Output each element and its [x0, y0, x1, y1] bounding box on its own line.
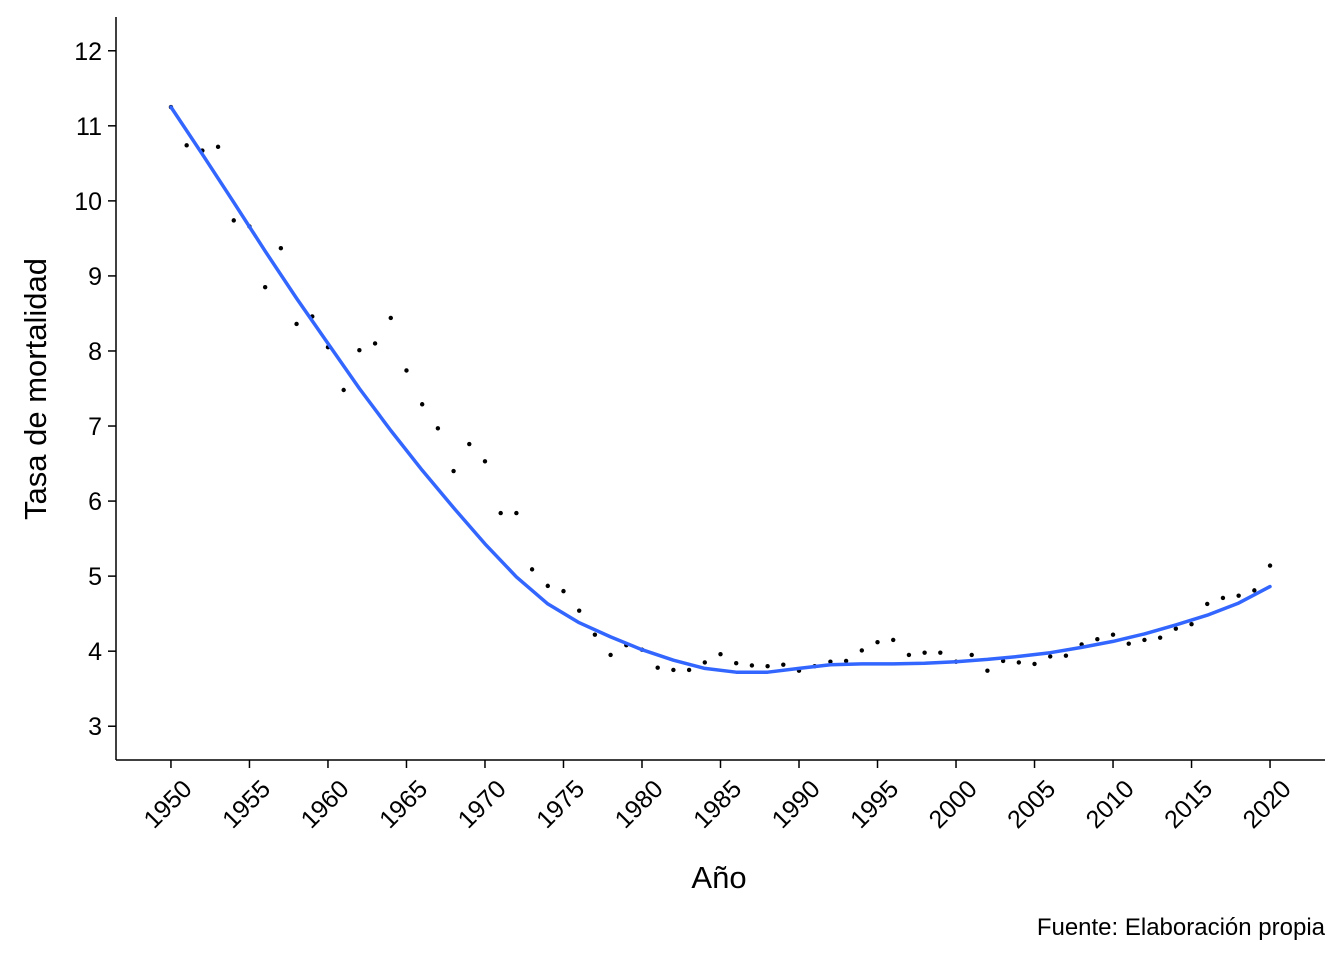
data-point: [498, 510, 503, 516]
data-point: [938, 650, 943, 655]
data-point: [278, 245, 284, 251]
data-point: [843, 658, 849, 664]
x-tick-label: 1980: [610, 775, 669, 834]
data-point: [262, 284, 268, 290]
data-point: [922, 650, 927, 655]
data-point: [576, 608, 582, 613]
x-tick-label: 2010: [1081, 775, 1140, 834]
data-point: [686, 667, 692, 673]
data-point: [1048, 654, 1053, 659]
x-tick-label: 1975: [531, 775, 590, 834]
data-point: [1173, 626, 1179, 631]
data-point: [891, 637, 896, 643]
data-point: [875, 639, 880, 645]
data-point: [969, 652, 974, 658]
x-tick-label: 1955: [217, 775, 276, 834]
data-point: [1267, 563, 1273, 568]
data-point: [1095, 636, 1100, 642]
data-point: [781, 662, 786, 667]
data-points: [168, 104, 1273, 673]
data-point: [1189, 621, 1194, 627]
data-point: [859, 648, 865, 653]
data-point: [372, 341, 378, 346]
y-tick-label: 9: [88, 263, 102, 291]
data-point: [184, 143, 189, 148]
y-tick-label: 11: [76, 113, 102, 141]
data-point: [514, 510, 519, 516]
x-tick-label: 2020: [1238, 775, 1297, 834]
data-point: [404, 368, 409, 373]
smooth-line-group: [169, 105, 1272, 674]
data-point: [718, 651, 723, 657]
data-point: [467, 441, 472, 447]
x-tick-label: 1985: [688, 775, 747, 834]
data-point: [388, 315, 393, 321]
y-axis: 3 4 5 6 7 8 9 10 11 12: [74, 17, 117, 760]
x-tick-label: 1970: [453, 775, 512, 834]
data-point: [419, 402, 425, 407]
data-point: [1205, 601, 1210, 607]
x-axis-title: Año: [691, 860, 746, 895]
data-point: [529, 567, 535, 572]
y-tick-label: 7: [88, 413, 102, 441]
data-point: [702, 660, 707, 665]
data-point: [341, 387, 346, 393]
x-tick-label: 1960: [296, 775, 355, 834]
y-axis-title: Tasa de mortalidad: [18, 258, 53, 520]
data-point: [1252, 588, 1257, 593]
data-point: [482, 459, 488, 464]
data-point: [765, 663, 770, 669]
data-point: [231, 218, 236, 223]
data-point: [1110, 632, 1116, 637]
data-point: [734, 660, 739, 666]
x-tick-label: 2005: [1002, 775, 1061, 834]
data-point: [1220, 595, 1226, 601]
y-tick-label: 8: [88, 338, 102, 366]
data-point: [294, 321, 299, 327]
x-tick-label: 2000: [924, 775, 983, 834]
x-tick-label: 1965: [374, 775, 433, 834]
data-point: [435, 426, 441, 431]
y-tick-label: 4: [88, 638, 102, 666]
data-point: [1142, 637, 1147, 643]
caption: Fuente: Elaboración propia: [1037, 914, 1326, 941]
x-axis: 1950 1955 1960 1965 1970 1975 1980 1985 1990 1995…: [116, 759, 1325, 834]
x-tick-label: 1950: [139, 775, 198, 834]
data-point: [545, 583, 550, 589]
data-point: [608, 652, 613, 658]
y-tick-label: 6: [88, 488, 102, 516]
data-point: [1016, 660, 1022, 665]
x-tick-label: 1995: [845, 775, 904, 834]
x-tick-label: 2015: [1159, 775, 1218, 834]
x-tick-label: 1990: [767, 775, 826, 834]
y-tick-label: 3: [88, 713, 102, 741]
data-point: [906, 652, 912, 658]
data-point: [671, 667, 676, 673]
data-point: [592, 632, 598, 637]
data-point: [828, 659, 833, 664]
y-tick-label: 12: [74, 38, 102, 66]
data-point: [357, 348, 362, 353]
data-point: [215, 144, 221, 150]
data-point: [1126, 641, 1131, 646]
data-point: [1063, 653, 1069, 658]
data-point: [1157, 635, 1163, 640]
data-point: [451, 468, 456, 474]
data-point: [561, 588, 566, 594]
y-tick-label: 5: [88, 563, 102, 591]
data-point: [1032, 661, 1037, 667]
smooth-line: [169, 105, 1272, 674]
data-point: [749, 663, 755, 668]
data-point: [655, 665, 660, 670]
data-point: [985, 668, 990, 673]
y-tick-label: 10: [74, 188, 102, 216]
data-point: [1000, 658, 1006, 664]
data-point: [1236, 593, 1241, 598]
